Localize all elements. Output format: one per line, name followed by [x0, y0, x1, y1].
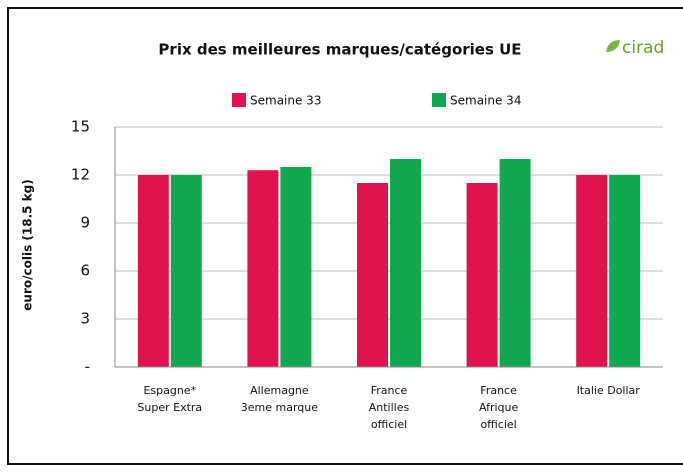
legend-swatch — [432, 93, 446, 107]
y-axis-label: euro/colis (18.5 kg) — [21, 179, 35, 310]
x-tick-label: Italie Dollar — [577, 384, 641, 397]
bar — [137, 175, 169, 367]
y-tick-label: 3 — [80, 310, 90, 328]
x-tick-label: France Antilles officiel — [369, 384, 410, 431]
bar — [170, 175, 202, 367]
y-tick-label: 12 — [71, 166, 90, 184]
x-tick-label: Espagne* Super Extra — [137, 384, 202, 414]
x-tick-label: Allemagne 3eme marque — [241, 384, 318, 414]
logo-leaf — [606, 40, 620, 52]
bar — [357, 183, 388, 367]
legend-label: Semaine 34 — [450, 94, 521, 108]
bar — [390, 159, 421, 367]
chart-frame — [7, 7, 683, 465]
bar — [499, 159, 531, 367]
legend-label: Semaine 33 — [250, 94, 321, 108]
legend-swatch — [232, 93, 246, 107]
bar — [280, 167, 312, 367]
bar — [576, 175, 608, 367]
y-tick-label: 15 — [71, 118, 90, 136]
bar — [466, 183, 498, 367]
x-tick-label: France Afrique officiel — [479, 384, 519, 431]
y-tick-label: - — [85, 358, 90, 376]
y-tick-label: 9 — [80, 214, 90, 232]
y-tick-label: 6 — [80, 262, 90, 280]
bar — [609, 175, 641, 367]
bar — [247, 170, 279, 367]
chart-title: Prix des meilleures marques/catégories U… — [158, 41, 521, 59]
logo: cirad — [622, 38, 664, 58]
